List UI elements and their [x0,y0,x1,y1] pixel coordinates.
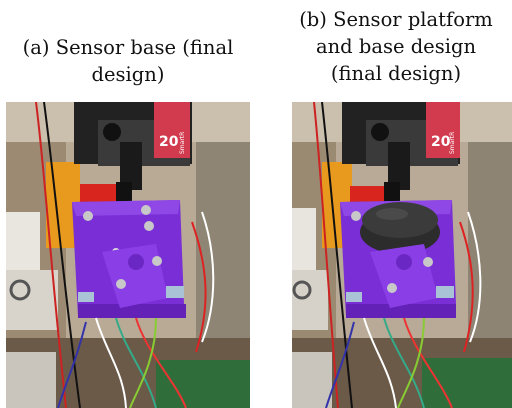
photo-a-drawing: 20 SmartR [6,102,250,408]
photo-sensor-platform-and-base: 20 SmartR [292,102,512,408]
caption-b-line-3: (final design) [330,62,462,85]
servo-label-a-num: 20 [159,134,179,150]
photo-sensor-base: 20 SmartR [6,102,250,408]
caption-a: (a) Sensor base (final design) [0,34,256,88]
caption-b-line-1: (b) Sensor platform [299,8,493,31]
caption-b: (b) Sensor platform and base design (fin… [280,6,512,87]
caption-a-line-2: design) [91,63,165,86]
caption-a-line-1: (a) Sensor base (final [22,36,234,59]
servo-label-a-brand: SmartR [179,132,186,154]
servo-label-b-num: 20 [431,134,451,150]
photo-b-drawing: 20 SmartR [292,102,512,408]
caption-b-line-2: and base design [315,35,477,58]
servo-label-b-brand: SmartR [449,132,456,154]
